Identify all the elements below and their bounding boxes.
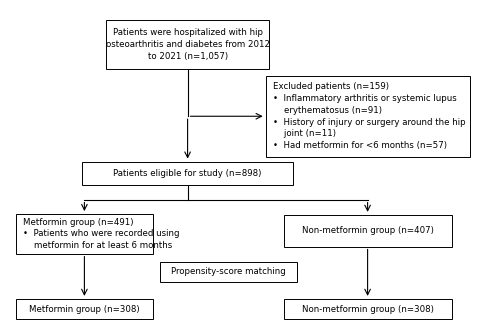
Text: Non-metformin group (n=407): Non-metformin group (n=407) — [302, 226, 434, 235]
FancyBboxPatch shape — [16, 299, 153, 319]
FancyBboxPatch shape — [82, 162, 293, 185]
Text: Metformin group (n=308): Metformin group (n=308) — [29, 305, 140, 314]
Text: Propensity-score matching: Propensity-score matching — [171, 267, 286, 276]
Text: Metformin group (n=491)
•  Patients who were recorded using
    metformin for at: Metformin group (n=491) • Patients who w… — [23, 217, 180, 250]
Text: Patients were hospitalized with hip
osteoarthritis and diabetes from 2012
to 202: Patients were hospitalized with hip oste… — [106, 28, 270, 61]
FancyBboxPatch shape — [284, 299, 452, 319]
FancyBboxPatch shape — [160, 261, 297, 282]
Text: Excluded patients (n=159)
•  Inflammatory arthritis or systemic lupus
    erythe: Excluded patients (n=159) • Inflammatory… — [273, 82, 466, 150]
Text: Patients eligible for study (n=898): Patients eligible for study (n=898) — [114, 169, 262, 178]
FancyBboxPatch shape — [16, 214, 153, 254]
FancyBboxPatch shape — [106, 20, 269, 70]
FancyBboxPatch shape — [266, 76, 470, 157]
Text: Non-metformin group (n=308): Non-metformin group (n=308) — [302, 305, 434, 314]
FancyBboxPatch shape — [284, 215, 452, 247]
